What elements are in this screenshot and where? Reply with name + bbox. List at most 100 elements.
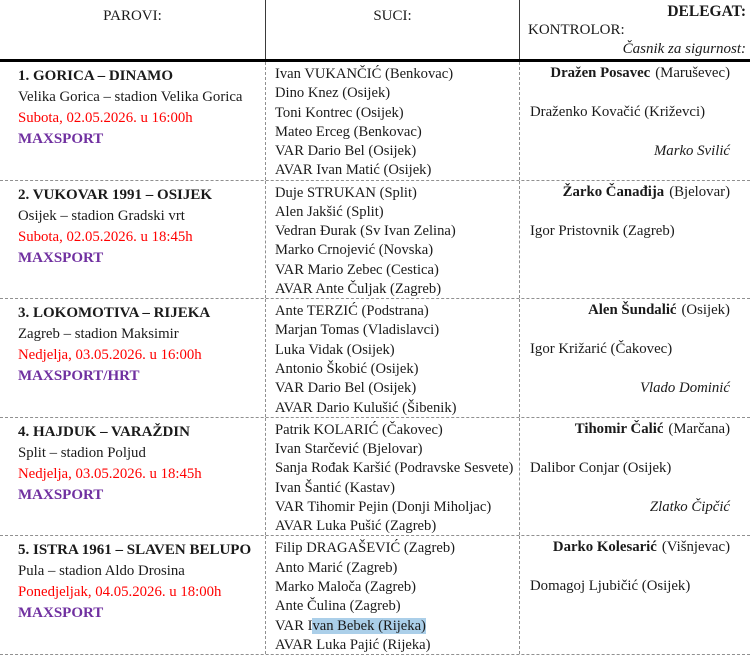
match-title: 4. HAJDUK – VARAŽDIN: [18, 423, 190, 440]
referees-cell: Patrik KOLARIĆ (Čakovec) Ivan Starčević …: [266, 417, 520, 536]
casnik-za-sigurnost-column-header: Časnik za sigurnost:: [622, 41, 746, 57]
table-header-row: PAROVI: SUCI: DELEGAT: KONTROLOR: Časnik…: [0, 0, 750, 62]
delegate-line: Tihomir Čalić (Marčana): [575, 421, 730, 438]
referee-line: Marjan Tomas (Vladislavci): [275, 322, 440, 339]
referee-line: Ivan Starčević (Bjelovar): [275, 441, 423, 458]
match-row: 4. HAJDUK – VARAŽDIN Split – stadion Pol…: [0, 417, 750, 537]
officials-cell: Dražen Posavec (Maruševec) Draženko Kovač…: [520, 62, 750, 180]
delegate-line: Dražen Posavec (Maruševec): [550, 65, 730, 82]
referee-line: Ivan VUKANČIĆ (Benkovac): [275, 66, 454, 82]
match-datetime: Ponedjeljak, 04.05.2026. u 18:00h: [18, 584, 222, 601]
match-row: 3. LOKOMOTIVA – RIJEKA Zagreb – stadion …: [0, 299, 750, 418]
avar-referee-line: AVAR Ante Čuljak (Zagreb): [275, 281, 442, 298]
match-broadcaster: MAXSPORT: [18, 486, 104, 503]
referee-line: Dino Knez (Osijek): [275, 85, 391, 102]
delegate-name: Darko Kolesarić: [552, 539, 657, 556]
var-referee-line: VAR Dario Bel (Osijek): [275, 143, 417, 160]
avar-referee-line: AVAR Luka Pajić (Rijeka): [275, 636, 431, 653]
officials-cell: Alen Šundalić (Osijek) Igor Križarić (Čak…: [520, 299, 750, 417]
referee-line: Toni Kontrec (Osijek): [275, 104, 404, 121]
match-venue: Velika Gorica – stadion Velika Gorica: [18, 89, 243, 105]
header-suci-cell: SUCI:: [266, 0, 520, 59]
referees-cell: Filip DRAGAŠEVIĆ (Zagreb) Anto Marić (Za…: [266, 536, 520, 654]
controller-line: Domagoj Ljubičić (Osijek): [530, 578, 691, 595]
match-row: 1. GORICA – DINAMO Velika Gorica – stadi…: [0, 62, 750, 181]
avar-referee-line: AVAR Dario Kulušić (Šibenik): [275, 399, 457, 416]
referee-line: Ante TERZIĆ (Podstrana): [275, 303, 429, 320]
match-title: 3. LOKOMOTIVA – RIJEKA: [18, 305, 211, 322]
security-officer-line: Marko Svilić: [653, 143, 730, 159]
match-title: 1. GORICA – DINAMO: [18, 68, 174, 84]
match-datetime: Subota, 02.05.2026. u 16:00h: [18, 110, 193, 126]
delegate-name: Tihomir Čalić: [574, 420, 664, 437]
referee-line: Duje STRUKAN (Split): [275, 184, 417, 201]
match-info-cell: 5. ISTRA 1961 – SLAVEN BELUPO Pula – sta…: [0, 536, 266, 654]
referee-line: Ante Čulina (Zagreb): [275, 598, 401, 615]
delegate-name: Alen Šundalić: [588, 302, 677, 319]
kontrolor-column-header: KONTROLOR:: [528, 22, 625, 38]
match-broadcaster: MAXSPORT/HRT: [18, 368, 140, 385]
delegate-city: (Višnjevac): [661, 539, 730, 556]
delegate-city: (Osijek): [681, 302, 731, 319]
delegate-line: Žarko Čanađija (Bjelovar): [563, 184, 730, 201]
header-officials-cell: DELEGAT: KONTROLOR: Časnik za sigurnost:: [520, 0, 750, 59]
referee-line: Ivan Šantić (Kastav): [275, 479, 395, 496]
referee-line: Filip DRAGAŠEVIĆ (Zagreb): [275, 540, 455, 557]
officials-cell: Darko Kolesarić (Višnjevac) Domagoj Ljubi…: [520, 536, 750, 654]
match-datetime: Nedjelja, 03.05.2026. u 18:45h: [18, 465, 202, 482]
var-referee-line: VAR Dario Bel (Osijek): [275, 380, 417, 397]
match-datetime: Subota, 02.05.2026. u 18:45h: [18, 228, 193, 245]
referee-line: Marko Crnojević (Novska): [275, 242, 434, 259]
match-broadcaster: MAXSPORT: [18, 605, 104, 622]
delegate-city: (Maruševec): [655, 65, 730, 81]
delegate-city: (Marčana): [668, 420, 730, 437]
controller-line: Igor Križarić (Čakovec): [530, 341, 673, 358]
match-info-cell: 1. GORICA – DINAMO Velika Gorica – stadi…: [0, 62, 266, 180]
referees-cell: Ante TERZIĆ (Podstrana) Marjan Tomas (Vl…: [266, 299, 520, 417]
avar-referee-line: AVAR Ivan Matić (Osijek): [275, 162, 432, 179]
match-row: 2. VUKOVAR 1991 – OSIJEK Osijek – stadio…: [0, 180, 750, 300]
referees-cell: Duje STRUKAN (Split) Alen Jakšić (Split)…: [266, 180, 520, 299]
match-row: 5. ISTRA 1961 – SLAVEN BELUPO Pula – sta…: [0, 536, 750, 655]
referee-line: Antonio Škobić (Osijek): [275, 361, 419, 378]
match-info-cell: 3. LOKOMOTIVA – RIJEKA Zagreb – stadion …: [0, 299, 266, 417]
suci-column-header: SUCI:: [373, 8, 412, 24]
delegate-line: Alen Šundalić (Osijek): [588, 302, 730, 319]
officials-cell: Tihomir Čalić (Marčana) Dalibor Conjar (O…: [520, 418, 750, 536]
referee-line: Luka Vidak (Osijek): [275, 341, 395, 358]
header-parovi-cell: PAROVI:: [0, 0, 266, 59]
match-broadcaster: MAXSPORT: [18, 131, 104, 147]
controller-line: Dalibor Conjar (Osijek): [530, 459, 672, 476]
referee-line: Anto Marić (Zagreb): [275, 559, 398, 576]
delegate-name: Žarko Čanađija: [562, 183, 665, 200]
var-referee-line: VAR Ivan Bebek (Rijeka): [275, 617, 517, 636]
match-title: 2. VUKOVAR 1991 – OSIJEK: [18, 186, 213, 203]
var-line-prefix: VAR I: [275, 617, 313, 634]
referee-line: Marko Maloča (Zagreb): [275, 578, 417, 595]
var-referee-line: VAR Mario Zebec (Cestica): [275, 261, 439, 278]
delegate-city: (Bjelovar): [669, 183, 730, 200]
avar-referee-line: AVAR Luka Pušić (Zagreb): [275, 518, 437, 535]
security-officer-line: Zlatko Čipčić: [649, 498, 730, 515]
referee-line: Alen Jakšić (Split): [275, 203, 384, 220]
security-officer-line: Vlado Dominić: [639, 380, 730, 397]
delegate-line: Darko Kolesarić (Višnjevac): [553, 539, 730, 556]
parovi-column-header: PAROVI:: [103, 8, 162, 24]
referee-line: Sanja Rođak Karšić (Podravske Sesvete): [275, 460, 514, 477]
var-referee-line: VAR Tihomir Pejin (Donji Miholjac): [275, 498, 492, 515]
match-venue: Osijek – stadion Gradski vrt: [18, 207, 185, 224]
officials-cell: Žarko Čanađija (Bjelovar) Igor Pristovnik…: [520, 181, 750, 299]
match-title: 5. ISTRA 1961 – SLAVEN BELUPO: [18, 542, 252, 559]
delegat-column-header: DELEGAT:: [667, 3, 746, 20]
match-venue: Zagreb – stadion Maksimir: [18, 326, 179, 343]
controller-line: Draženko Kovačić (Križevci): [530, 104, 705, 120]
match-venue: Pula – stadion Aldo Drosina: [18, 563, 185, 580]
referee-line: Mateo Erceg (Benkovac): [275, 123, 422, 140]
match-datetime: Nedjelja, 03.05.2026. u 16:00h: [18, 347, 202, 364]
match-broadcaster: MAXSPORT: [18, 249, 104, 266]
referee-line: Vedran Đurak (Sv Ivan Zelina): [275, 223, 456, 240]
match-venue: Split – stadion Poljud: [18, 444, 146, 461]
match-info-cell: 2. VUKOVAR 1991 – OSIJEK Osijek – stadio…: [0, 180, 266, 299]
referees-cell: Ivan VUKANČIĆ (Benkovac) Dino Knez (Osij…: [266, 62, 520, 180]
